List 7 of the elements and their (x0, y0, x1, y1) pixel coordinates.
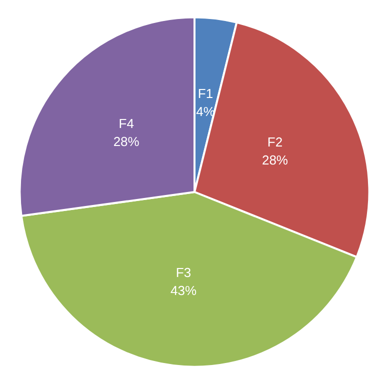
slice-label: F2 (267, 134, 283, 150)
slice-label: F1 (198, 86, 214, 101)
data-label: 43% (170, 283, 197, 298)
slice-label: F3 (176, 265, 192, 280)
slice-label: F4 (118, 116, 134, 132)
data-label: 28% (262, 152, 288, 168)
data-label: 28% (113, 134, 140, 150)
